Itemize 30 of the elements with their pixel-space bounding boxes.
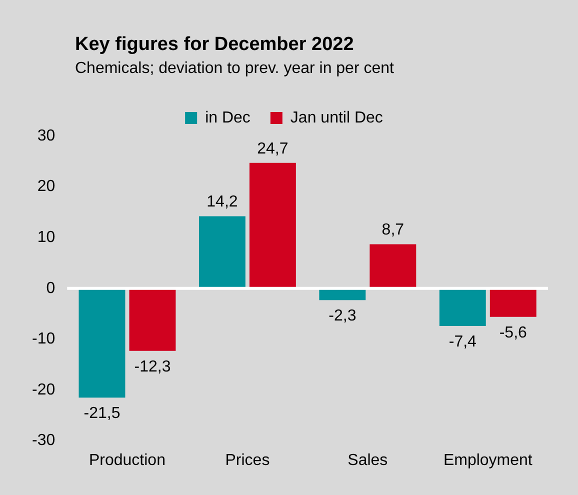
data-label: 24,7 (257, 140, 288, 158)
y-tick-label: 0 (46, 280, 56, 297)
bar (370, 244, 416, 288)
x-tick-label: Production (88, 452, 166, 469)
y-tick-label: 20 (37, 178, 56, 196)
y-tick-label: -10 (32, 330, 56, 348)
bar (439, 288, 486, 326)
y-tick-label: -20 (32, 381, 56, 398)
y-tick-label: -30 (32, 432, 56, 450)
y-tick-label: 10 (37, 229, 56, 246)
data-label: -2,3 (328, 307, 356, 324)
y-tick-label: 30 (37, 127, 56, 144)
x-tick-label: Prices (225, 452, 270, 469)
x-tick-label: Sales (348, 452, 388, 469)
chart-title: Key figures for December 2022 (75, 34, 354, 56)
data-label: -5,6 (499, 324, 528, 342)
data-label: -12,3 (134, 358, 171, 376)
bar (129, 288, 176, 351)
data-label: -21,5 (84, 405, 120, 422)
bar (198, 216, 246, 288)
data-label: 8,7 (382, 222, 404, 239)
data-label: 14,2 (206, 194, 238, 211)
x-tick-label: Employment (443, 452, 533, 469)
bar (78, 288, 126, 398)
legend-label: Jan until Dec (290, 109, 383, 126)
legend-label: in Dec (205, 109, 250, 126)
data-label: -7,4 (448, 333, 477, 350)
bar (249, 162, 296, 288)
bar (490, 288, 536, 317)
chart-subtitle: Chemicals; deviation to prev. year in per cent (75, 60, 394, 78)
